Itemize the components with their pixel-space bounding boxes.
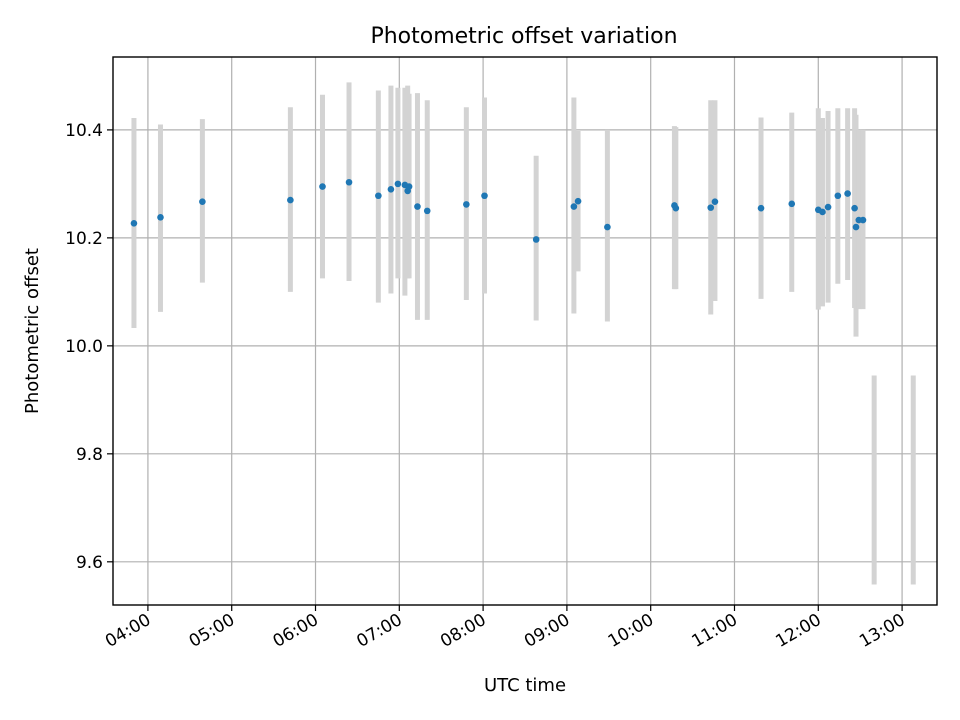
x-tick-label: 10:00 — [605, 610, 657, 652]
data-point — [570, 203, 578, 210]
data-point — [711, 198, 719, 205]
x-tick-label: 06:00 — [270, 610, 322, 652]
data-point — [844, 190, 851, 197]
data-point — [574, 197, 582, 205]
errorbar-layer — [131, 82, 916, 585]
data-point — [819, 208, 826, 216]
data-point — [604, 223, 611, 231]
data-point — [130, 219, 138, 227]
y-tick-label: 9.8 — [76, 445, 103, 465]
y-tick-label: 10.2 — [65, 229, 103, 249]
data-point — [788, 200, 796, 208]
data-point — [375, 192, 382, 200]
data-point — [319, 183, 326, 190]
plot-frame — [112, 56, 938, 606]
data-point — [672, 204, 680, 212]
y-axis-label: Photometric offset — [22, 248, 43, 414]
x-tick-label: 04:00 — [102, 610, 154, 652]
data-point — [287, 196, 294, 204]
data-point — [834, 192, 842, 200]
data-point — [423, 207, 431, 215]
data-point — [394, 180, 402, 188]
point-layer — [130, 178, 867, 243]
x-tick-label: 08:00 — [437, 610, 489, 652]
data-point — [199, 198, 206, 205]
data-point — [157, 214, 164, 221]
x-tick-label: 09:00 — [521, 610, 573, 652]
y-tick-label: 10.4 — [65, 121, 103, 141]
x-tick-label: 12:00 — [772, 610, 824, 652]
data-point — [851, 204, 858, 212]
data-point — [824, 203, 832, 211]
data-point — [852, 223, 860, 231]
data-point — [405, 183, 413, 190]
x-tick-label: 05:00 — [186, 610, 238, 652]
grid-layer — [113, 57, 937, 605]
x-tick-label: 11:00 — [689, 610, 741, 652]
x-tick-label: 13:00 — [856, 610, 908, 652]
data-point — [414, 203, 421, 210]
data-point — [532, 236, 540, 243]
x-tick-label: 07:00 — [353, 610, 405, 652]
x-axis-label: UTC time — [484, 675, 566, 696]
data-point — [757, 204, 765, 212]
data-point — [707, 204, 715, 211]
chart-title: Photometric offset variation — [370, 24, 677, 49]
data-point — [463, 201, 470, 208]
y-tick-label: 9.6 — [76, 553, 103, 573]
data-point — [387, 185, 395, 193]
data-point — [859, 216, 867, 224]
y-tick-label: 10.0 — [65, 337, 103, 357]
data-point — [345, 178, 353, 186]
data-point — [481, 192, 488, 200]
